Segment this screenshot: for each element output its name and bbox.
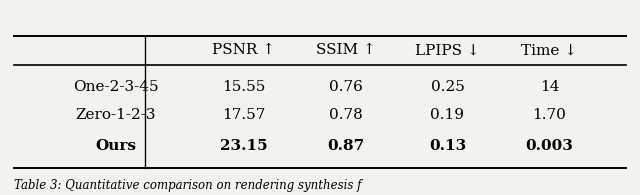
- Text: 23.15: 23.15: [220, 139, 268, 153]
- Text: 15.55: 15.55: [222, 80, 265, 94]
- Text: LPIPS ↓: LPIPS ↓: [415, 43, 480, 57]
- Text: 0.87: 0.87: [327, 139, 364, 153]
- Text: Time ↓: Time ↓: [522, 43, 577, 57]
- Text: 1.70: 1.70: [532, 108, 566, 122]
- Text: Zero-1-2-3: Zero-1-2-3: [76, 108, 156, 122]
- Text: 17.57: 17.57: [222, 108, 265, 122]
- Text: One-2-3-45: One-2-3-45: [73, 80, 159, 94]
- Text: 0.78: 0.78: [328, 108, 362, 122]
- Text: PSNR ↑: PSNR ↑: [212, 43, 275, 57]
- Text: 0.19: 0.19: [431, 108, 465, 122]
- Text: Ours: Ours: [95, 139, 136, 153]
- Text: Table 3: Quantitative comparison on rendering synthesis f: Table 3: Quantitative comparison on rend…: [14, 179, 362, 192]
- Text: 0.76: 0.76: [328, 80, 362, 94]
- Text: 0.13: 0.13: [429, 139, 466, 153]
- Text: 0.003: 0.003: [525, 139, 573, 153]
- Text: SSIM ↑: SSIM ↑: [316, 43, 376, 57]
- Text: 0.25: 0.25: [431, 80, 465, 94]
- Text: 14: 14: [540, 80, 559, 94]
